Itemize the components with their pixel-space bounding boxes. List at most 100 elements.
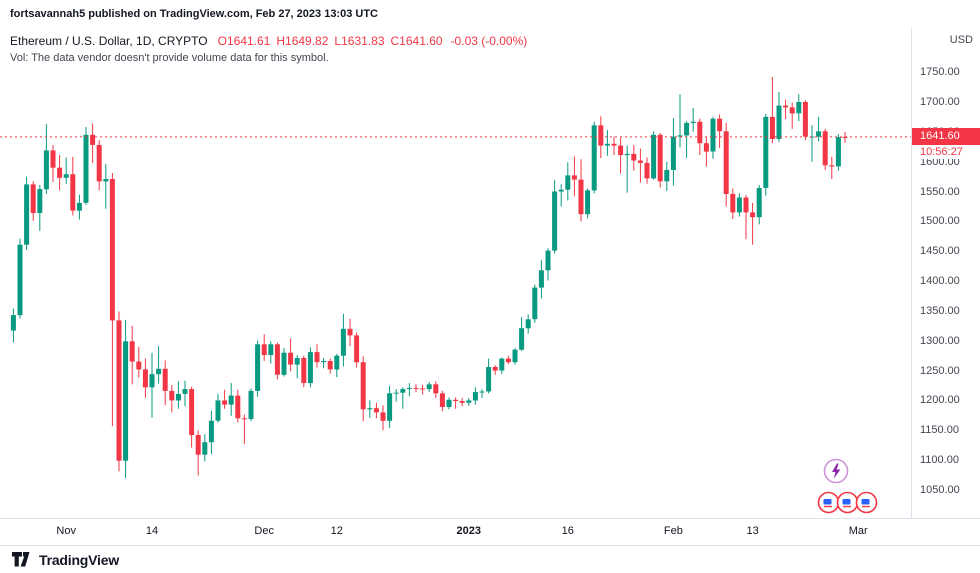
- candle[interactable]: [70, 156, 76, 216]
- candle[interactable]: [743, 195, 749, 240]
- candle[interactable]: [690, 108, 696, 132]
- candle[interactable]: [565, 162, 571, 201]
- candle[interactable]: [83, 127, 89, 205]
- candle[interactable]: [624, 145, 630, 193]
- candle[interactable]: [228, 383, 234, 416]
- emoji-reaction-icon[interactable]: [817, 491, 840, 514]
- candle[interactable]: [288, 338, 294, 372]
- candle[interactable]: [294, 355, 300, 379]
- candle[interactable]: [783, 99, 789, 120]
- candle[interactable]: [76, 194, 82, 220]
- candle[interactable]: [129, 325, 135, 385]
- candle[interactable]: [255, 340, 261, 397]
- candle[interactable]: [222, 389, 228, 409]
- candle[interactable]: [400, 387, 406, 409]
- candle[interactable]: [413, 384, 419, 393]
- candle[interactable]: [380, 405, 386, 431]
- candle[interactable]: [50, 145, 56, 182]
- candle[interactable]: [17, 238, 23, 319]
- candle[interactable]: [585, 188, 591, 219]
- candle[interactable]: [558, 184, 564, 207]
- candle[interactable]: [684, 121, 690, 159]
- tradingview-logo-icon[interactable]: [12, 552, 33, 567]
- candle[interactable]: [327, 358, 333, 374]
- candle[interactable]: [175, 381, 181, 409]
- candle[interactable]: [354, 332, 360, 368]
- candle[interactable]: [446, 397, 452, 410]
- candle[interactable]: [769, 76, 775, 144]
- candle[interactable]: [519, 316, 525, 351]
- time-axis[interactable]: Nov 14 Dec 12 2023 16 Feb 13 Mar: [0, 518, 980, 545]
- candle[interactable]: [479, 389, 485, 398]
- candle[interactable]: [538, 260, 544, 299]
- candle[interactable]: [750, 202, 756, 245]
- candle[interactable]: [552, 180, 558, 254]
- price-axis[interactable]: USD 1750.001700.001650.001600.001550.001…: [911, 28, 980, 518]
- candle[interactable]: [360, 356, 366, 422]
- candle[interactable]: [96, 140, 102, 191]
- candle[interactable]: [499, 357, 505, 375]
- candle[interactable]: [756, 185, 762, 225]
- candle[interactable]: [30, 181, 36, 221]
- candle[interactable]: [373, 402, 379, 419]
- candle[interactable]: [347, 318, 353, 347]
- candle[interactable]: [57, 155, 63, 191]
- candle[interactable]: [578, 159, 584, 222]
- candle[interactable]: [505, 355, 511, 364]
- candle[interactable]: [367, 400, 373, 418]
- candle[interactable]: [776, 91, 782, 142]
- candle[interactable]: [486, 358, 492, 394]
- candle[interactable]: [281, 347, 287, 377]
- candle[interactable]: [90, 123, 96, 163]
- candle[interactable]: [433, 381, 439, 398]
- candle[interactable]: [604, 130, 610, 156]
- candle[interactable]: [697, 118, 703, 156]
- candle[interactable]: [24, 176, 30, 250]
- candle[interactable]: [43, 124, 49, 194]
- candle[interactable]: [466, 398, 472, 406]
- candle[interactable]: [189, 386, 195, 448]
- candle[interactable]: [472, 387, 478, 405]
- symbol-description[interactable]: Ethereum / U.S. Dollar, 1D, CRYPTO: [10, 34, 208, 48]
- candle[interactable]: [169, 384, 175, 413]
- candle[interactable]: [525, 314, 531, 334]
- candle[interactable]: [182, 380, 188, 407]
- candle[interactable]: [710, 116, 716, 159]
- candle[interactable]: [235, 389, 241, 423]
- brand-name[interactable]: TradingView: [39, 551, 120, 568]
- candle[interactable]: [103, 164, 109, 209]
- candle[interactable]: [571, 156, 577, 197]
- candle[interactable]: [136, 346, 142, 378]
- candle[interactable]: [334, 353, 340, 378]
- candle[interactable]: [393, 389, 399, 402]
- candle[interactable]: [156, 346, 162, 384]
- candle[interactable]: [340, 313, 346, 367]
- candle[interactable]: [149, 352, 155, 418]
- candle[interactable]: [591, 121, 597, 194]
- candle[interactable]: [703, 137, 709, 167]
- candle[interactable]: [822, 128, 828, 170]
- candle[interactable]: [763, 113, 769, 196]
- candle[interactable]: [532, 284, 538, 323]
- candle[interactable]: [453, 397, 459, 409]
- candle[interactable]: [637, 148, 643, 183]
- candle[interactable]: [10, 308, 16, 343]
- candle[interactable]: [321, 358, 327, 369]
- candle[interactable]: [162, 360, 168, 406]
- lightning-reaction-icon[interactable]: [823, 458, 849, 484]
- candle[interactable]: [459, 398, 465, 407]
- candle[interactable]: [123, 319, 129, 478]
- candle[interactable]: [116, 311, 122, 472]
- candle[interactable]: [314, 344, 320, 368]
- candle[interactable]: [307, 347, 313, 388]
- candle[interactable]: [248, 388, 254, 422]
- candle[interactable]: [387, 386, 393, 428]
- candle[interactable]: [618, 137, 624, 174]
- candle[interactable]: [730, 188, 736, 220]
- candle[interactable]: [426, 381, 432, 393]
- candle[interactable]: [657, 133, 663, 188]
- candle[interactable]: [809, 125, 815, 162]
- candle[interactable]: [835, 134, 841, 171]
- candle[interactable]: [816, 116, 822, 142]
- candle[interactable]: [406, 383, 412, 397]
